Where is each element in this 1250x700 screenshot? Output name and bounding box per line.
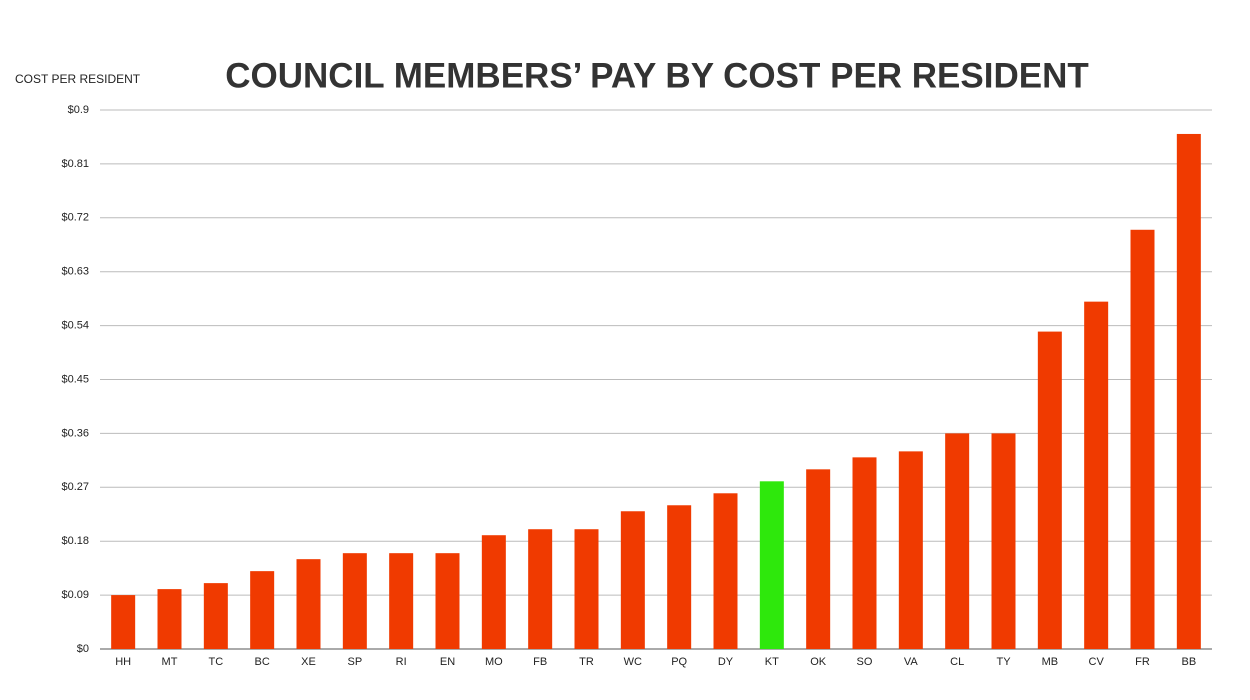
bar [481, 535, 506, 649]
bar [574, 529, 599, 649]
x-tick-label: OK [810, 656, 827, 668]
bar [1176, 133, 1201, 649]
x-tick-label: FB [533, 656, 547, 668]
y-tick-label: $0.36 [61, 427, 89, 439]
bar [759, 481, 784, 649]
x-tick-label: HH [115, 656, 131, 668]
y-tick-label: $0.9 [68, 104, 89, 116]
bar [1084, 301, 1109, 649]
chart-title: COUNCIL MEMBERS’ PAY BY COST PER RESIDEN… [225, 56, 1089, 95]
x-tick-label: SP [347, 656, 362, 668]
bar [250, 571, 275, 649]
bar [296, 559, 321, 649]
x-tick-label: VA [904, 656, 919, 668]
x-tick-label: MT [162, 656, 178, 668]
y-tick-label: $0.72 [61, 212, 89, 224]
bar [991, 433, 1016, 649]
bar [203, 583, 228, 649]
bar [945, 433, 970, 649]
x-tick-label: SO [857, 656, 873, 668]
y-axis-label: COST PER RESIDENT [15, 72, 141, 86]
x-tick-label: XE [301, 656, 316, 668]
y-tick-label: $0.18 [61, 535, 89, 547]
y-tick-label: $0 [77, 643, 89, 655]
y-tick-label: $0.81 [61, 158, 89, 170]
x-tick-label: CL [950, 656, 964, 668]
bar [898, 451, 923, 649]
bar [713, 493, 738, 649]
x-tick-label: TY [996, 656, 1011, 668]
x-tick-label: EN [440, 656, 455, 668]
bar [667, 505, 692, 649]
bar [342, 553, 367, 649]
bar [111, 595, 136, 649]
x-tick-label: CV [1089, 656, 1105, 668]
bar [1037, 331, 1062, 649]
y-tick-label: $0.63 [61, 266, 89, 278]
x-tick-label: WC [624, 656, 642, 668]
bar [852, 457, 877, 649]
bar [806, 469, 831, 649]
x-tick-label: DY [718, 656, 734, 668]
x-tick-label: RI [396, 656, 407, 668]
x-tick-label: FR [1135, 656, 1150, 668]
x-tick-label: PQ [671, 656, 687, 668]
x-tick-label: KT [765, 656, 779, 668]
x-tick-label: TR [579, 656, 594, 668]
x-tick-label: BC [255, 656, 270, 668]
bar [157, 589, 182, 649]
bar [1130, 229, 1155, 649]
x-tick-label: MB [1042, 656, 1059, 668]
y-tick-label: $0.09 [61, 589, 89, 601]
bar [435, 553, 460, 649]
bar [528, 529, 553, 649]
x-tick-label: BB [1181, 656, 1196, 668]
x-tick-label: MO [485, 656, 503, 668]
bar [620, 511, 645, 649]
y-tick-label: $0.54 [61, 320, 89, 332]
x-tick-label: TC [208, 656, 223, 668]
bar [389, 553, 414, 649]
y-tick-label: $0.27 [61, 481, 89, 493]
y-tick-label: $0.45 [61, 373, 89, 385]
